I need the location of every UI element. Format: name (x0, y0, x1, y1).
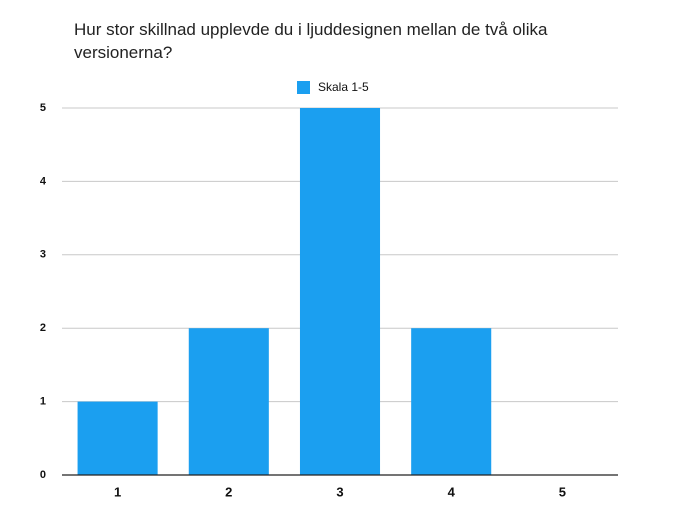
legend-swatch (297, 81, 310, 94)
y-tick-label: 3 (40, 249, 46, 261)
chart-title: Hur stor skillnad upplevde du i ljuddesi… (74, 20, 548, 62)
x-tick-label: 4 (448, 484, 456, 499)
y-tick-label: 5 (40, 102, 46, 114)
x-tick-label: 1 (114, 484, 121, 499)
bar (299, 108, 381, 475)
y-tick-label: 2 (40, 322, 46, 334)
y-tick-label: 0 (40, 469, 46, 481)
y-tick-label: 4 (40, 175, 47, 187)
legend-label: Skala 1-5 (318, 80, 369, 94)
x-tick-label: 2 (225, 484, 232, 499)
bar (77, 401, 158, 475)
bar (188, 328, 269, 475)
x-tick-label: 5 (559, 484, 566, 499)
y-tick-label: 1 (40, 396, 46, 408)
x-tick-label: 3 (336, 484, 343, 499)
bar (411, 328, 492, 475)
